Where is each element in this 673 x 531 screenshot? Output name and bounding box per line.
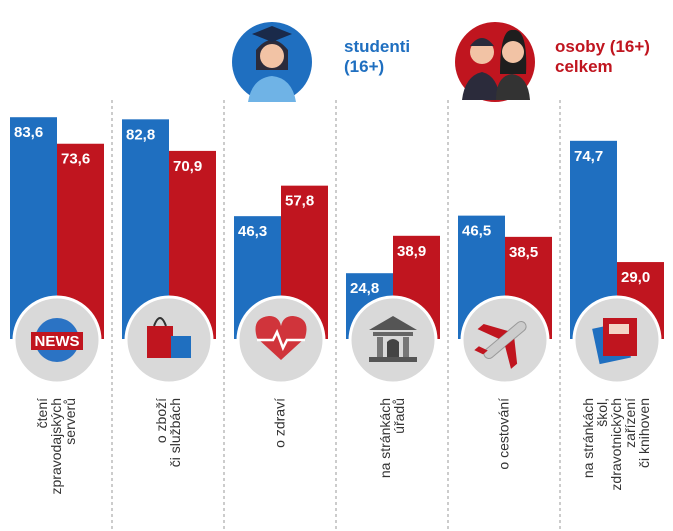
legend-label: studenti(16+)	[344, 37, 410, 76]
value-label: 38,5	[509, 244, 538, 261]
value-label: 83,6	[14, 124, 43, 141]
value-label: 74,7	[574, 148, 603, 165]
value-label: 24,8	[350, 280, 379, 297]
x-tick-label: na stránkáchškol,zdravotnickýchzařízeníč…	[580, 398, 652, 491]
value-label: 73,6	[61, 151, 90, 168]
value-label: 38,9	[397, 243, 426, 260]
value-label: 46,5	[462, 223, 491, 240]
x-tick-label: na stránkáchúřadů	[377, 398, 407, 478]
svg-text:NEWS: NEWS	[35, 333, 80, 350]
chart: studenti(16+) osoby (16+)celkem 83,6 73,6 NE…	[0, 0, 673, 531]
value-label: 29,0	[621, 269, 650, 286]
x-tick-label: o cestování	[496, 398, 512, 470]
value-label: 82,8	[126, 126, 155, 143]
x-tick-label: o zbožíči službách	[153, 398, 183, 467]
x-tick-label: čtenízpravodajskýchserverů	[34, 398, 78, 495]
legend-label: osoby (16+)celkem	[555, 37, 650, 76]
value-label: 57,8	[285, 193, 314, 210]
x-tick-label: o zdraví	[272, 398, 288, 448]
value-label: 46,3	[238, 223, 267, 240]
value-label: 70,9	[173, 158, 202, 175]
